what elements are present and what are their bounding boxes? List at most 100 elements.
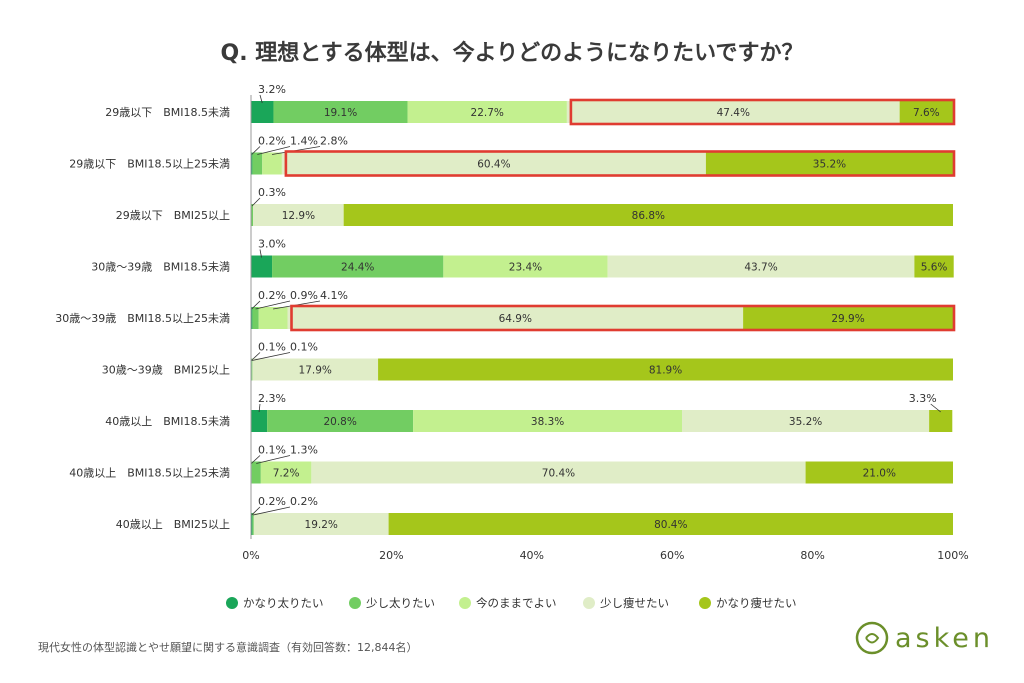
legend-label: かなり痩せたい bbox=[716, 596, 797, 610]
x-tick-label: 100% bbox=[937, 549, 968, 562]
bar-value-label: 86.8% bbox=[632, 210, 665, 222]
bar-value-callout: 0.1% bbox=[290, 341, 318, 354]
x-tick-label: 80% bbox=[800, 549, 824, 562]
bar-value-label: 5.6% bbox=[921, 262, 948, 274]
x-tick-label: 0% bbox=[242, 549, 259, 562]
bar-segment bbox=[413, 410, 683, 432]
bar-value-label: 19.2% bbox=[305, 519, 338, 531]
highlight-box bbox=[290, 304, 956, 332]
bar-value-label: 35.2% bbox=[813, 159, 846, 171]
highlight-box bbox=[569, 98, 956, 126]
bar-value-callout: 4.1% bbox=[320, 289, 348, 302]
bar-segment bbox=[566, 101, 900, 123]
bar-value-callout: 0.2% bbox=[258, 495, 286, 508]
bar-value-callout: 2.8% bbox=[320, 135, 348, 148]
bar-segment bbox=[252, 513, 254, 535]
bar-segment bbox=[929, 410, 953, 432]
bar-segment bbox=[343, 204, 953, 226]
legend-swatch bbox=[459, 597, 471, 609]
bar-segment bbox=[914, 255, 954, 278]
bar-value-label: 64.9% bbox=[499, 313, 532, 325]
bar-value-label: 7.6% bbox=[913, 107, 940, 119]
bar-segment bbox=[251, 101, 274, 123]
callout-line bbox=[251, 146, 261, 155]
callout-line bbox=[251, 455, 261, 464]
callout-line bbox=[255, 300, 291, 310]
bar-segment bbox=[251, 307, 253, 329]
legend-label: 少し太りたい bbox=[366, 596, 435, 610]
bar-segment bbox=[287, 307, 744, 329]
bar-segment bbox=[311, 461, 806, 484]
category-label: 29歳以下 BMI18.5以上25未満 bbox=[69, 158, 230, 171]
bar-segment bbox=[407, 101, 567, 123]
category-label: 40歳以上 BMI18.5以上25未満 bbox=[69, 467, 230, 480]
callout-line bbox=[251, 300, 261, 310]
category-label: 30歳〜39歳 BMI18.5未満 bbox=[91, 261, 230, 274]
bar-value-label: 12.9% bbox=[282, 210, 315, 222]
bar-value-callout: 0.3% bbox=[258, 186, 286, 199]
callout-line bbox=[256, 455, 291, 464]
legend-label: 少し痩せたい bbox=[600, 596, 669, 610]
bar-value-label: 23.4% bbox=[509, 262, 542, 274]
bar-value-label: 38.3% bbox=[531, 416, 564, 428]
bar-segment bbox=[267, 410, 414, 432]
bar-value-label: 22.7% bbox=[471, 107, 504, 119]
x-tick-label: 40% bbox=[520, 549, 544, 562]
logo-text: asken bbox=[895, 623, 994, 654]
bar-value-label: 29.9% bbox=[831, 313, 864, 325]
callout-line bbox=[253, 506, 291, 516]
bar-segment bbox=[805, 461, 953, 484]
x-tick-label: 20% bbox=[379, 549, 403, 562]
bar-value-label: 19.1% bbox=[324, 107, 357, 119]
bar-value-callout: 3.2% bbox=[258, 83, 286, 96]
callout-line bbox=[259, 94, 263, 104]
bar-value-callout: 0.9% bbox=[290, 289, 318, 302]
callout-line bbox=[251, 197, 261, 207]
bar-value-label: 47.4% bbox=[717, 107, 750, 119]
bar-segment bbox=[251, 204, 254, 226]
bar-value-label: 60.4% bbox=[477, 159, 510, 171]
legend: かなり太りたい 少し太りたい 今のままでよい 少し痩せたい かなり痩せたい bbox=[226, 596, 797, 610]
bar-segment bbox=[682, 410, 930, 432]
bar-segment bbox=[251, 513, 253, 535]
legend-swatch bbox=[349, 597, 361, 609]
bar-value-callout: 3.3% bbox=[909, 392, 937, 405]
bar-segment bbox=[388, 513, 953, 535]
x-axis: 0% 20% 40% 60% 80% 100% bbox=[242, 95, 969, 562]
bar-segment bbox=[253, 204, 344, 226]
callout-line bbox=[251, 352, 261, 361]
bar-value-callout: 0.2% bbox=[258, 289, 286, 302]
bar-value-label: 20.8% bbox=[323, 416, 356, 428]
bar-value-callout: 0.1% bbox=[258, 341, 286, 354]
x-tick-label: 60% bbox=[660, 549, 684, 562]
bar-segment bbox=[443, 255, 608, 278]
callout-line bbox=[251, 352, 291, 361]
category-label: 30歳〜39歳 BMI18.5以上25未満 bbox=[55, 312, 230, 325]
bar-value-label: 35.2% bbox=[789, 416, 822, 428]
callout-line bbox=[930, 403, 941, 413]
bar-segment bbox=[272, 255, 444, 278]
bar-segment bbox=[251, 410, 268, 432]
category-label: 40歳以上 BMI18.5未満 bbox=[105, 415, 230, 428]
bar-value-callout: 0.2% bbox=[258, 135, 286, 148]
category-label: 40歳以上 BMI25以上 bbox=[116, 518, 230, 531]
bar-segment bbox=[253, 513, 389, 535]
bar-value-label: 70.4% bbox=[542, 468, 575, 480]
legend-swatch bbox=[583, 597, 595, 609]
chart-title: Q. 理想とする体型は、今よりどのようになりたいですか？ bbox=[221, 40, 804, 66]
bar-value-callout: 0.1% bbox=[258, 444, 286, 457]
bar-segment bbox=[251, 255, 273, 278]
bar-value-label: 43.7% bbox=[744, 262, 777, 274]
category-label: 29歳以下 BMI18.5未満 bbox=[105, 106, 230, 119]
bar-segment bbox=[899, 101, 953, 123]
source-note: 現代女性の体型認識とやせ願望に関する意識調査（有効回答数：12,844名） bbox=[38, 640, 418, 654]
bar-segment bbox=[743, 307, 953, 329]
bar-value-label: 17.9% bbox=[299, 365, 332, 377]
bar-value-label: 21.0% bbox=[863, 468, 896, 480]
legend-swatch bbox=[699, 597, 711, 609]
bar-segment bbox=[262, 152, 282, 175]
bar-segment bbox=[281, 152, 706, 175]
bar-segment bbox=[251, 461, 261, 484]
bar-segment bbox=[607, 255, 915, 278]
